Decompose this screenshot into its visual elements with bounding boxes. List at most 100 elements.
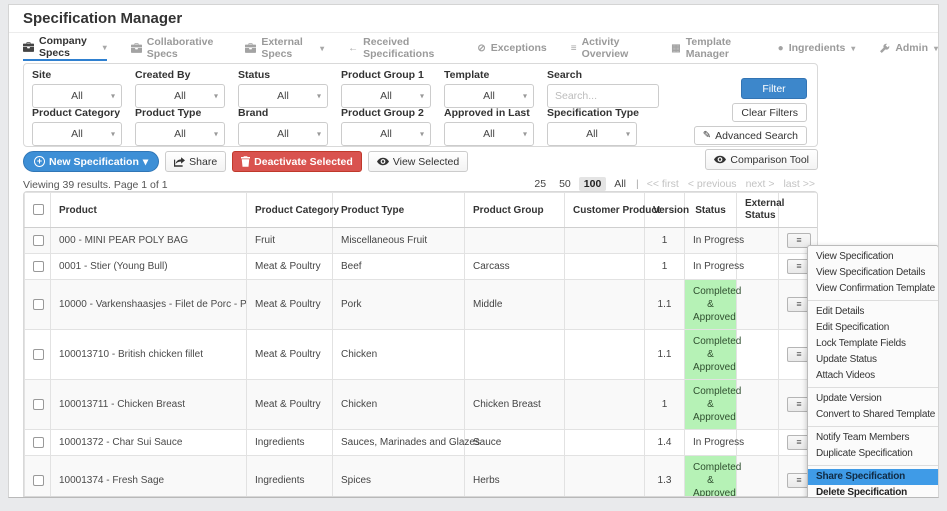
action-bar: + New Specification ▾ Share Deactivate Sel… (23, 149, 818, 173)
row-menu-button[interactable]: ≡ (787, 347, 811, 362)
menu-item-view-specification-details[interactable]: View Specification Details (816, 267, 926, 278)
row-menu-button[interactable]: ≡ (787, 233, 811, 248)
tab-exceptions[interactable]: ⊘ Exceptions (477, 35, 546, 61)
version-cell: 1.4 (644, 429, 685, 456)
table-header-row: Product Product Category Product Type Produ… (24, 192, 817, 228)
column-header-version: Version (644, 192, 689, 228)
tab-admin[interactable]: Admin ▾ (879, 35, 938, 61)
row-checkbox[interactable] (33, 398, 44, 410)
row-checkbox[interactable] (33, 260, 44, 272)
pagination: 25 50 100 All | << first < previous next > last … (529, 177, 818, 191)
menu-item-convert-to-shared-template[interactable]: Convert to Shared Template (816, 409, 936, 420)
menu-item-edit-details[interactable]: Edit Details (816, 306, 865, 317)
select-all-checkbox[interactable] (33, 204, 44, 216)
edit-icon: ✎ (702, 130, 712, 141)
table-row[interactable]: 0001 - Stier (Young Bull) Meat & Poultry B… (24, 253, 817, 280)
tab-ingredients[interactable]: ● Ingredients ▾ (778, 35, 856, 61)
table-icon: ▦ (671, 42, 681, 54)
filter-buttons: Filter Clear Filters ✎ Advanced Search (693, 78, 807, 145)
filter-button[interactable]: Filter (741, 78, 807, 99)
row-checkbox[interactable] (33, 298, 44, 310)
filter-select-product-group-1[interactable]: All ▾ (341, 84, 431, 108)
clear-filters-button[interactable]: Clear Filters (732, 103, 807, 122)
tab-collaborative-specs[interactable]: Collaborative Specs (130, 35, 222, 61)
eye-icon (376, 157, 389, 166)
share-button[interactable]: Share (165, 151, 227, 172)
tab-label: Collaborative Specs (146, 36, 214, 60)
filter-select-approved-in-last[interactable]: All ▾ (444, 122, 534, 146)
table-row[interactable]: 10001374 - Fresh Sage Ingredients Spices He… (24, 455, 817, 496)
new-specification-button[interactable]: + New Specification ▾ (23, 151, 160, 172)
filter-select-product-category[interactable]: All ▾ (32, 122, 122, 146)
external-status-cell (736, 279, 779, 330)
row-context-menu: View Specification View Specification Det… (807, 245, 938, 498)
filter-group-product-category: Product Category All ▾ (32, 107, 135, 146)
menu-item-update-version[interactable]: Update Version (816, 393, 882, 404)
row-checkbox[interactable] (33, 234, 44, 246)
product-cell[interactable]: 0001 - Stier (Young Bull) (50, 253, 247, 280)
tab-received-specifications[interactable]: ← Received Specifications (348, 35, 453, 61)
menu-item-edit-specification[interactable]: Edit Specification (816, 322, 890, 333)
product-cell[interactable]: 10000 - Varkenshaasjes - Filet de Porc -… (50, 279, 247, 330)
advanced-search-button[interactable]: ✎ Advanced Search (693, 126, 807, 145)
row-checkbox[interactable] (33, 348, 44, 360)
menu-item-view-specification[interactable]: View Specification (816, 251, 894, 262)
filter-select-specification-type[interactable]: All ▾ (547, 122, 637, 146)
table-row[interactable]: 100013710 - British chicken fillet Meat &… (24, 329, 817, 380)
table-row[interactable]: 10000 - Varkenshaasjes - Filet de Porc -… (24, 279, 817, 330)
menu-item-notify-team-members[interactable]: Notify Team Members (816, 432, 910, 443)
column-header-status: Status (684, 192, 737, 228)
tab-template-manager[interactable]: ▦ Template Manager (671, 35, 753, 61)
view-selected-label: View Selected (392, 155, 460, 168)
menu-item-share-specification[interactable]: Share Specification (808, 469, 938, 485)
column-header-external-status: External Status (736, 192, 784, 228)
page-size-50[interactable]: 50 (559, 178, 571, 190)
menu-item-duplicate-specification[interactable]: Duplicate Specification (816, 448, 913, 459)
product-cell[interactable]: 000 - MINI PEAR POLY BAG (50, 227, 247, 254)
filter-select-product-group-2[interactable]: All ▾ (341, 122, 431, 146)
filter-select-brand[interactable]: All ▾ (238, 122, 328, 146)
tab-external-specs[interactable]: External Specs ▾ (245, 35, 324, 61)
view-selected-button[interactable]: View Selected (367, 151, 469, 172)
row-checkbox[interactable] (33, 474, 44, 486)
briefcase-icon (23, 42, 34, 52)
selected-value: All (586, 128, 598, 140)
product-cell[interactable]: 10001372 - Char Sui Sauce (50, 429, 247, 456)
customer-product-cell (564, 279, 645, 330)
menu-item-view-confirmation-template[interactable]: View Confirmation Template (816, 283, 935, 294)
comparison-tool-label: Comparison Tool (730, 153, 809, 166)
product-type-cell: Pork (332, 279, 465, 330)
table-row[interactable]: 100013711 - Chicken Breast Meat & Poultry… (24, 379, 817, 430)
table-row[interactable]: 10001372 - Char Sui Sauce Ingredients Sauc… (24, 429, 817, 456)
product-cell[interactable]: 100013711 - Chicken Breast (50, 379, 247, 430)
filter-select-created-by[interactable]: All ▾ (135, 84, 225, 108)
tab-activity-overview[interactable]: ≡ Activity Overview (571, 35, 648, 61)
filter-select-status[interactable]: All ▾ (238, 84, 328, 108)
row-menu-button[interactable]: ≡ (787, 473, 811, 488)
tab-label: Activity Overview (581, 36, 629, 60)
page-size-25[interactable]: 25 (534, 178, 547, 190)
menu-item-attach-videos[interactable]: Attach Videos (816, 370, 875, 381)
product-cell[interactable]: 10001374 - Fresh Sage (50, 455, 247, 496)
table-row[interactable]: 000 - MINI PEAR POLY BAG Fruit Miscellaneo… (24, 227, 817, 254)
tab-company-specs[interactable]: Company Specs ▾ (23, 35, 107, 61)
row-select-cell (24, 227, 51, 254)
deactivate-selected-button[interactable]: Deactivate Selected (232, 151, 362, 172)
menu-item-lock-template-fields[interactable]: Lock Template Fields (816, 338, 906, 349)
page-size-100[interactable]: 100 (578, 177, 607, 191)
column-header-product-type: Product Type (332, 192, 465, 228)
comparison-tool-button[interactable]: Comparison Tool (705, 149, 818, 170)
menu-item-delete-specification[interactable]: Delete Specification (816, 487, 908, 498)
row-actions-cell: ≡ (778, 455, 817, 496)
filter-select-product-type[interactable]: All ▾ (135, 122, 225, 146)
menu-item-update-status[interactable]: Update Status (816, 354, 877, 365)
row-checkbox[interactable] (33, 436, 44, 448)
product-cell[interactable]: 100013710 - British chicken fillet (50, 329, 247, 380)
column-header-product-group: Product Group (464, 192, 565, 228)
filter-select-template[interactable]: All ▾ (444, 84, 534, 108)
filter-select-site[interactable]: All ▾ (32, 84, 122, 108)
page-size-all[interactable]: All (614, 178, 626, 190)
eye-icon (714, 155, 727, 164)
search-input[interactable] (547, 84, 659, 108)
filter-label: Brand (238, 107, 269, 119)
